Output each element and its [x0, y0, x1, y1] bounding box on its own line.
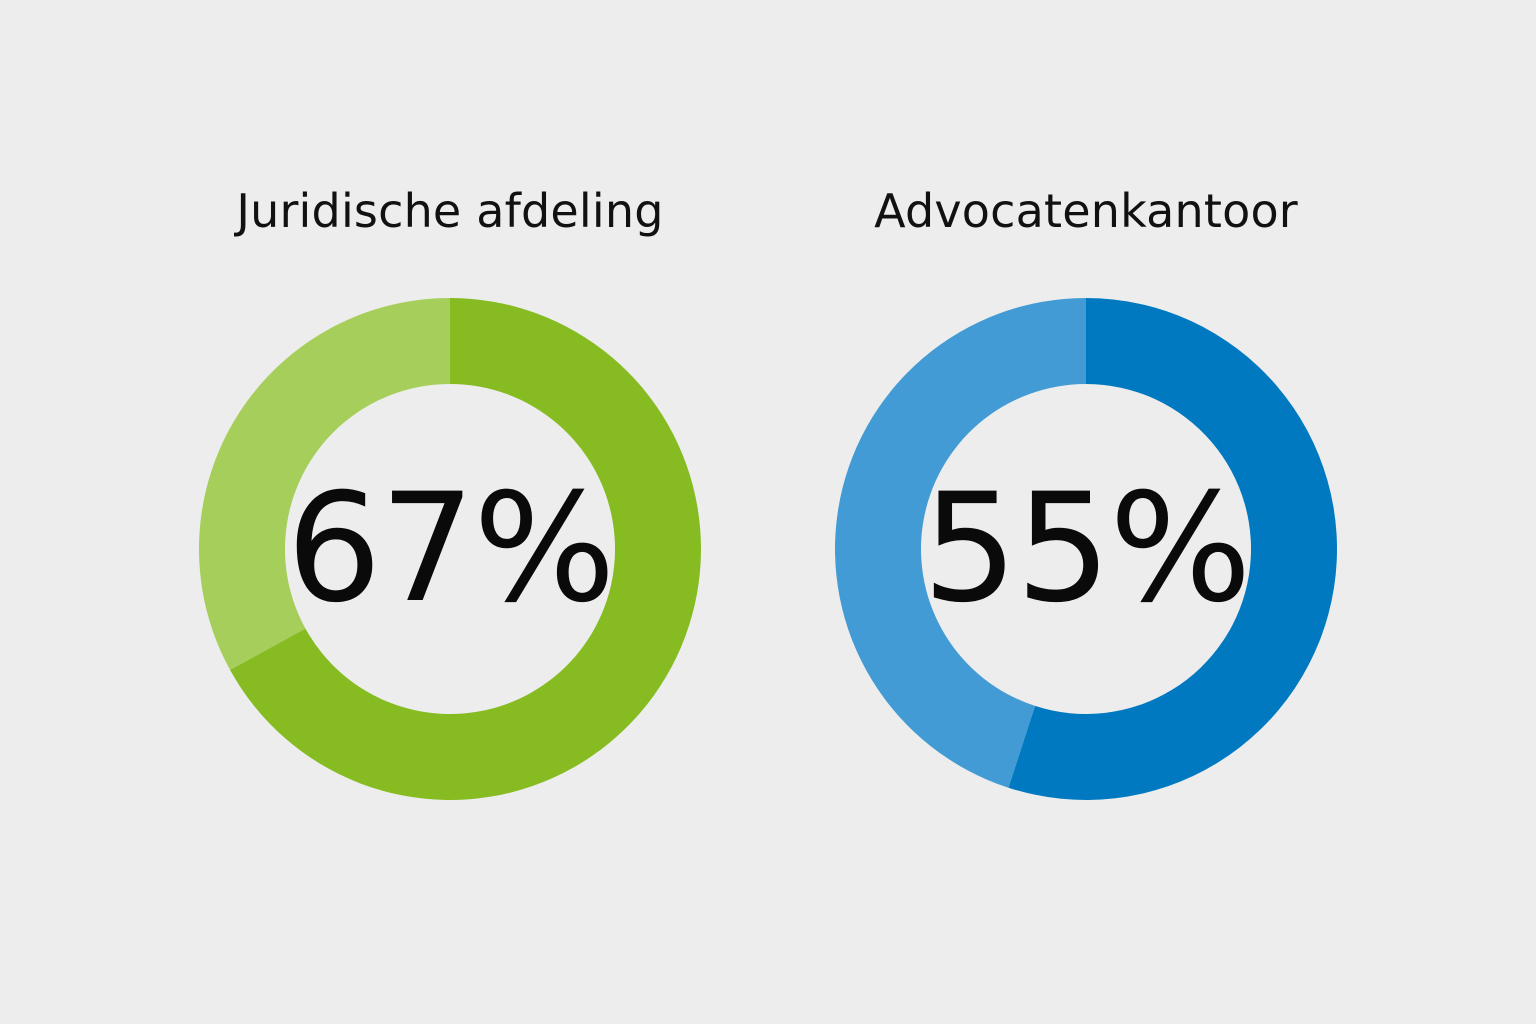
donut-svg	[835, 298, 1337, 800]
chart-title: Juridische afdeling	[236, 184, 664, 238]
donut-chart-advocatenkantoor: Advocatenkantoor 55%	[766, 0, 1406, 1024]
donut-svg	[199, 298, 701, 800]
donut-slice-remainder	[835, 298, 1086, 788]
donut-chart-juridische-afdeling: Juridische afdeling 67%	[130, 0, 770, 1024]
donut-slice-primary	[1008, 298, 1337, 800]
donut-slice-primary	[230, 298, 701, 800]
chart-title: Advocatenkantoor	[874, 184, 1298, 238]
donut-slice-remainder	[199, 298, 450, 670]
